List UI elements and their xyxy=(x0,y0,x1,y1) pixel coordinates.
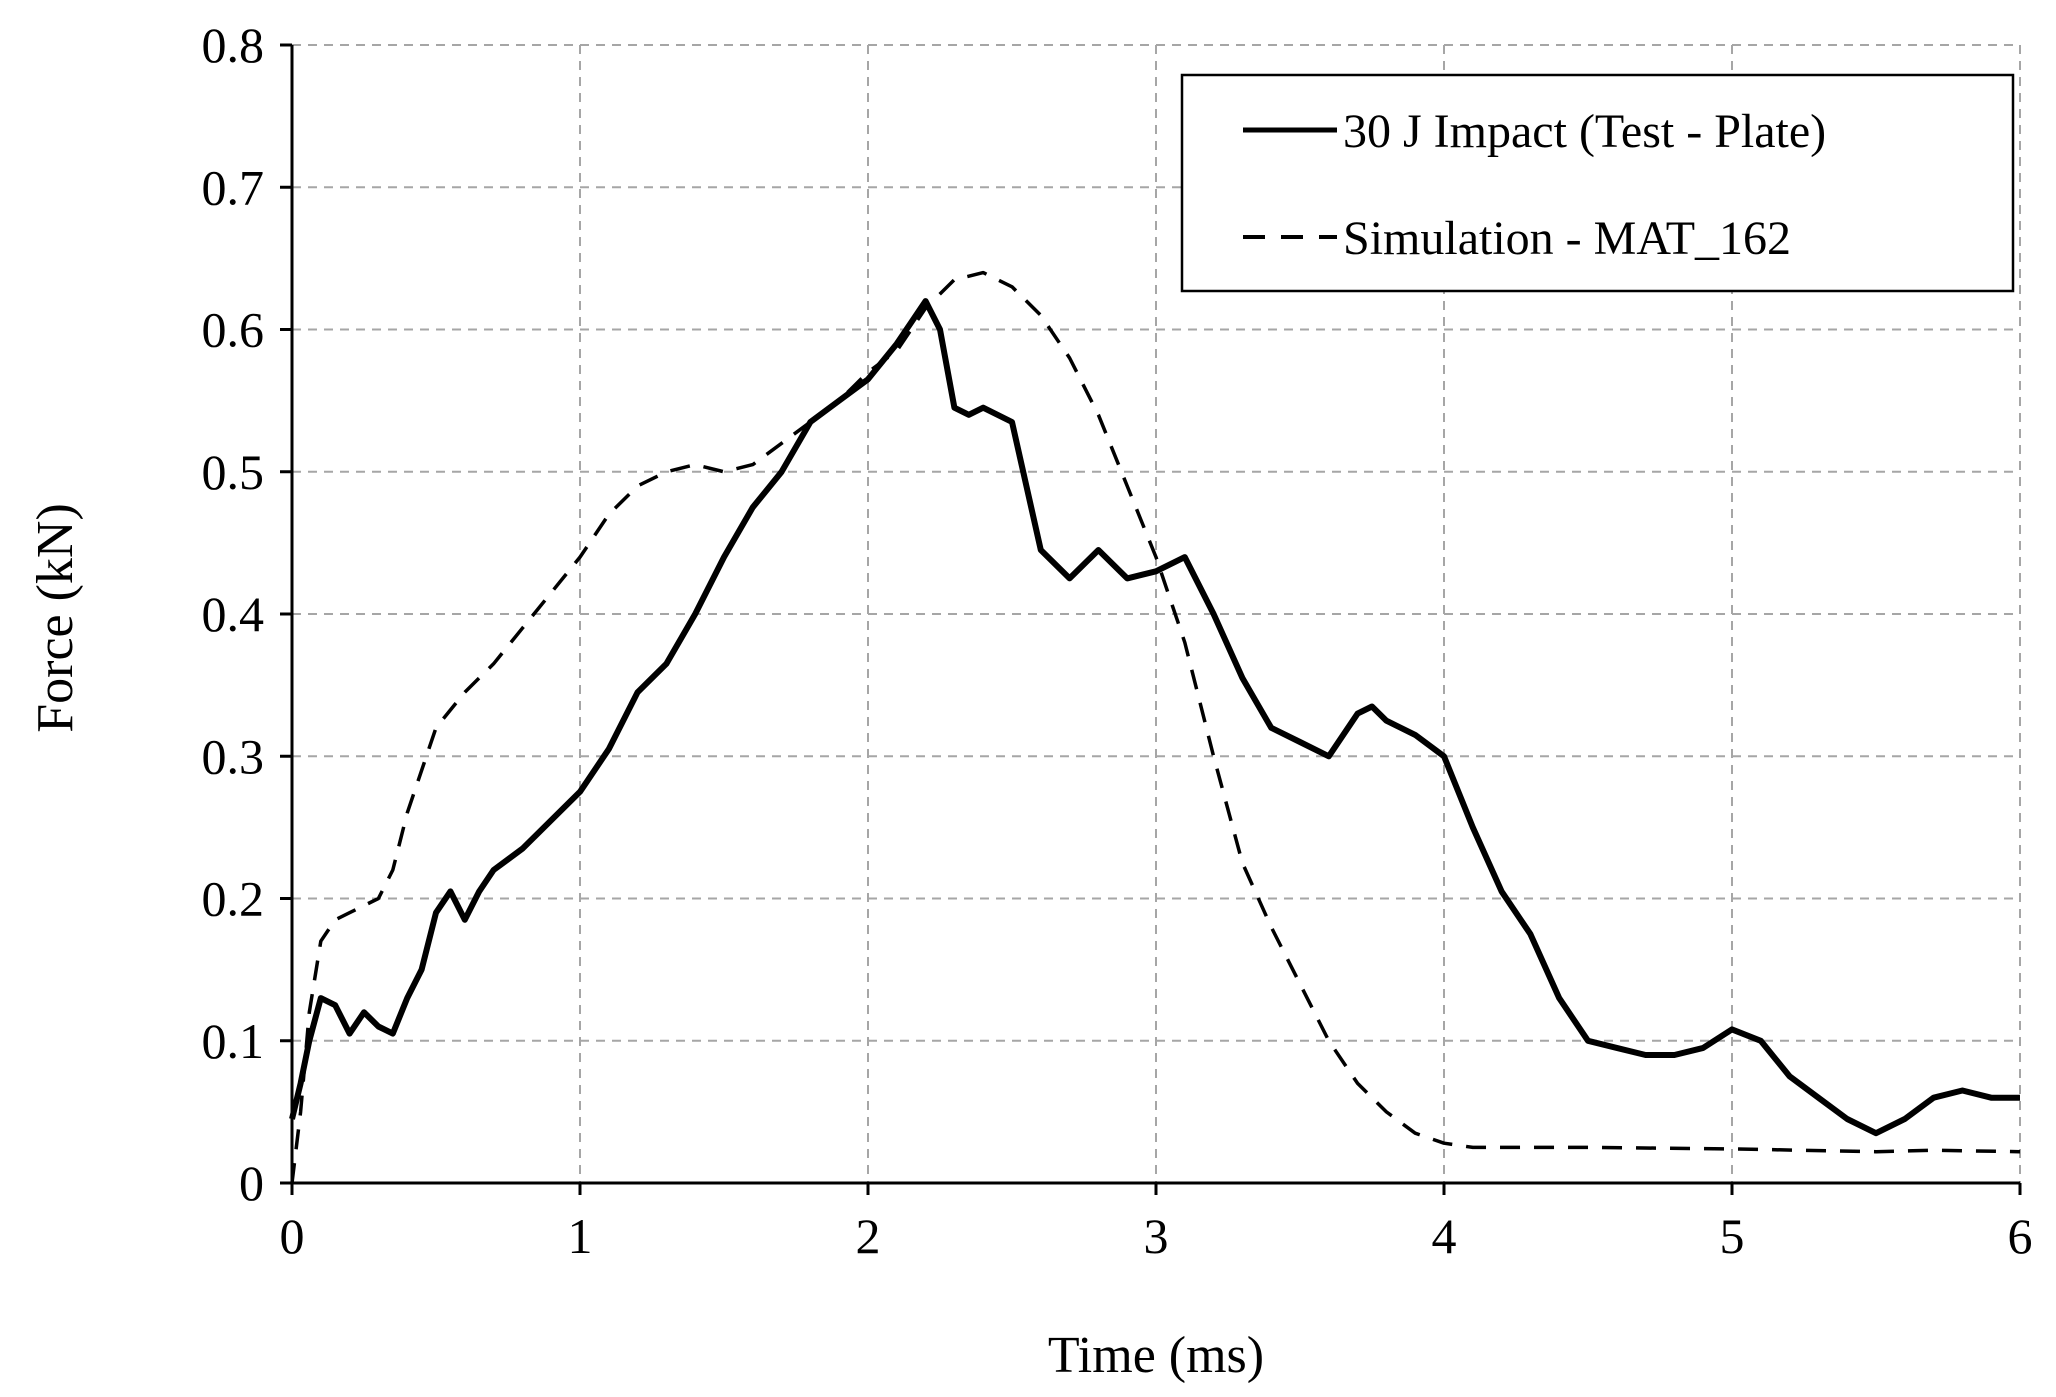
series-line-test xyxy=(289,298,2020,1137)
legend-label-test: 30 J Impact (Test - Plate) xyxy=(1343,105,1826,158)
x-tick-label-6: 6 xyxy=(2008,1208,2033,1264)
series-line-simulation xyxy=(290,270,2021,1184)
y-tick-label-2: 0.2 xyxy=(202,871,265,927)
x-tick-label-4: 4 xyxy=(1432,1208,1457,1264)
x-tick-label-5: 5 xyxy=(1720,1208,1745,1264)
plot-series xyxy=(289,270,2021,1184)
y-tick-label-5: 0.5 xyxy=(202,444,265,500)
legend: 30 J Impact (Test - Plate) Simulation - … xyxy=(1180,73,2015,293)
y-tick-label-1: 0.1 xyxy=(202,1013,265,1069)
y-axis-title: Force (kN) xyxy=(27,503,84,733)
x-tick-label-3: 3 xyxy=(1144,1208,1169,1264)
axes xyxy=(280,43,2022,1195)
tick-labels: 0 1 2 3 4 5 6 0 0.1 0.2 0.3 0.4 0.5 0.6 0.7 0.8 xyxy=(202,17,2033,1264)
y-tick-label-6: 0.6 xyxy=(202,302,265,358)
y-tick-label-8: 0.8 xyxy=(202,17,265,73)
x-tick-label-2: 2 xyxy=(856,1208,881,1264)
x-tick-label-1: 1 xyxy=(568,1208,593,1264)
y-tick-label-3: 0.3 xyxy=(202,728,265,784)
y-tick-label-7: 0.7 xyxy=(202,159,265,215)
x-tick-label-0: 0 xyxy=(280,1208,305,1264)
legend-label-simulation: Simulation - MAT_162 xyxy=(1343,212,1791,265)
legend-box xyxy=(1180,73,2015,293)
y-tick-label-4: 0.4 xyxy=(202,586,265,642)
y-tick-label-0: 0 xyxy=(239,1155,264,1211)
x-axis-title: Time (ms) xyxy=(1048,1327,1264,1384)
